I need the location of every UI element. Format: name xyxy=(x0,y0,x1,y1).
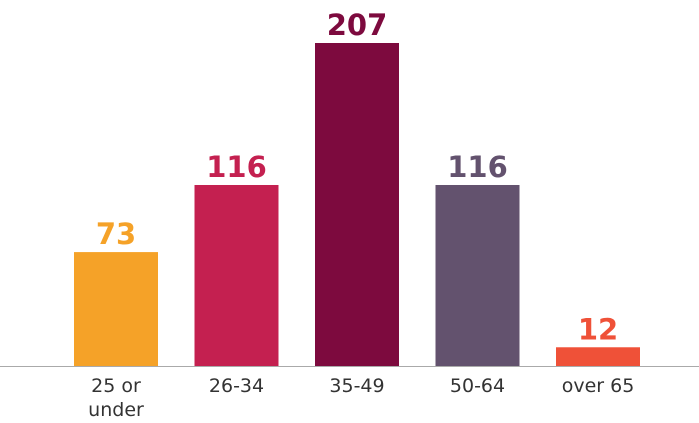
value-label: 12 xyxy=(578,312,618,346)
x-tick-label: 35-49 xyxy=(329,375,385,397)
bar xyxy=(556,347,640,366)
bar xyxy=(74,252,158,366)
value-label: 73 xyxy=(96,217,136,251)
x-tick-label: 25 or under xyxy=(88,375,144,421)
bar xyxy=(315,43,399,366)
x-tick-label: 50-64 xyxy=(449,375,506,397)
bar xyxy=(435,184,520,366)
x-tick-label: over 65 xyxy=(561,375,635,397)
x-tick-label: 26-34 xyxy=(208,375,265,397)
value-label: 207 xyxy=(327,8,388,42)
bar xyxy=(194,184,279,366)
value-label: 116 xyxy=(447,150,508,184)
value-label: 116 xyxy=(206,150,267,184)
